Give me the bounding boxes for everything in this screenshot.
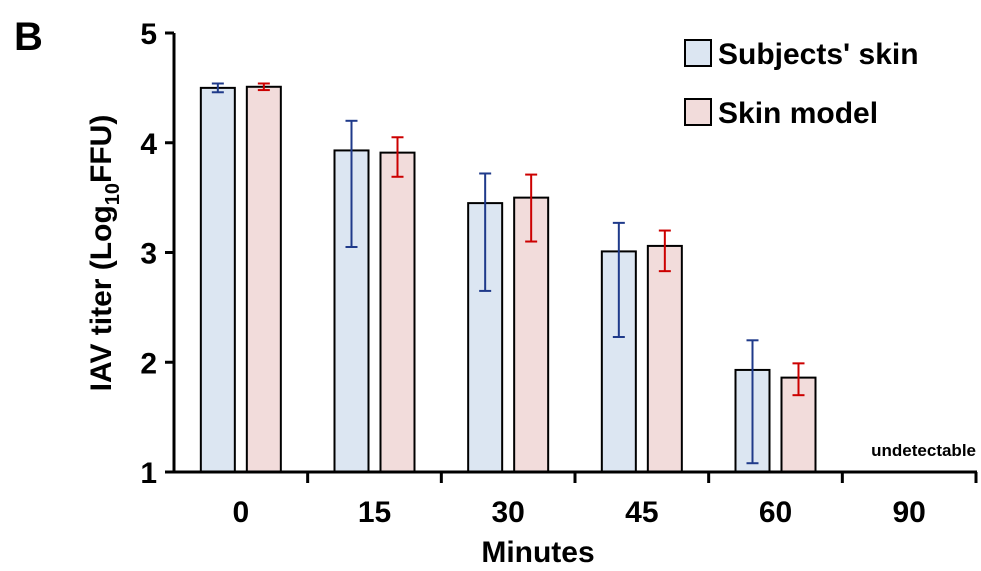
bar-skin-model-15 (379, 151, 416, 473)
legend-swatch-subjects-skin (684, 39, 712, 67)
bar-subjects-skin-0 (199, 86, 236, 473)
x-axis-title: Minutes (481, 536, 594, 569)
y-axis-title-main: IAV titer (Log (85, 205, 118, 391)
x-tick-label: 60 (759, 496, 792, 529)
panel-label: B (14, 15, 43, 59)
y-axis-title-tail: FFU) (85, 115, 118, 183)
legend-label-skin-model: Skin model (718, 97, 878, 130)
legend-swatch-skin-model (684, 98, 712, 126)
y-tick-label: 4 (140, 128, 157, 161)
bar-skin-model-0 (245, 85, 282, 473)
y-tick-label: 1 (140, 457, 157, 490)
y-axis-title: IAV titer (Log10FFU) (85, 115, 124, 392)
y-axis-title-sub: 10 (102, 183, 124, 205)
undetectable-annotation: undetectable (871, 441, 976, 460)
x-ticks: 0 15 30 45 60 90 (232, 472, 978, 529)
svg-text:IAV titer (Log10FFU): IAV titer (Log10FFU) (85, 115, 124, 392)
x-tick-label: 45 (625, 496, 658, 529)
y-tick-label: 3 (140, 238, 157, 271)
x-tick-label: 0 (232, 496, 249, 529)
legend: Subjects' skin Skin model (684, 38, 919, 130)
y-tick-label: 2 (140, 347, 157, 380)
x-tick-label: 30 (491, 496, 524, 529)
legend-label-subjects-skin: Subjects' skin (718, 38, 919, 71)
y-ticks: 1 2 3 4 5 (140, 18, 174, 490)
y-tick-label: 5 (140, 18, 157, 51)
bar-skin-model-45 (646, 244, 683, 473)
error-bars-layer (211, 82, 805, 465)
x-tick-label: 90 (892, 496, 925, 529)
bars-layer (199, 85, 817, 474)
x-tick-label: 15 (358, 496, 391, 529)
